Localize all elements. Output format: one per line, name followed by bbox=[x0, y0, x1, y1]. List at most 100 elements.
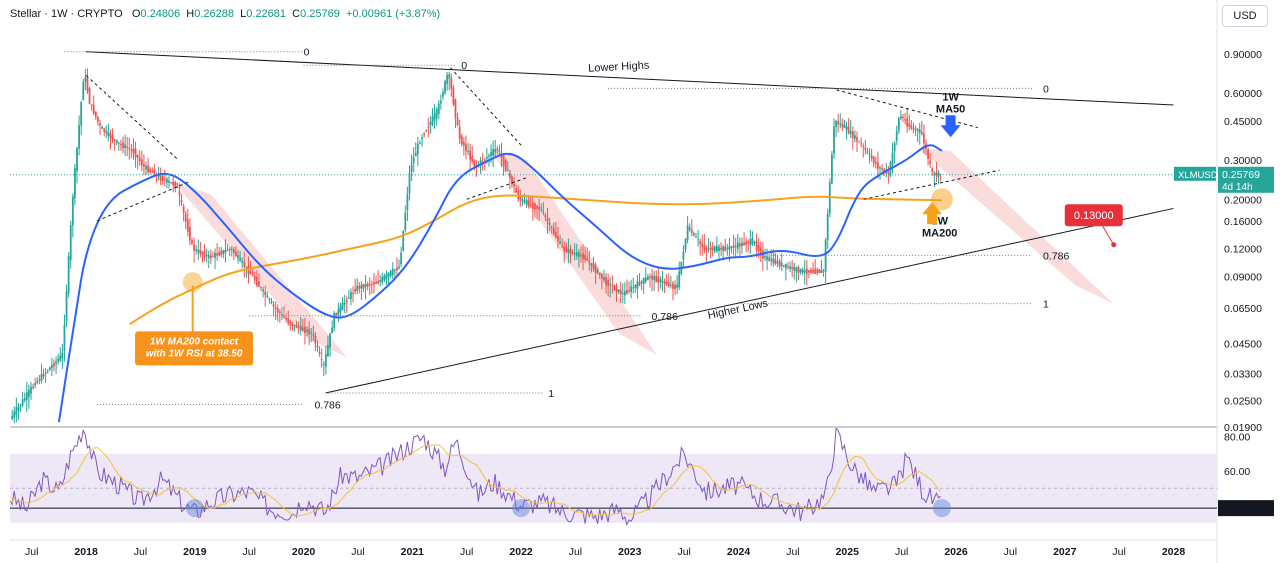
candle-body bbox=[525, 200, 528, 205]
candle-body bbox=[515, 187, 518, 193]
dashed-trend-1 bbox=[85, 75, 179, 161]
candle-body bbox=[308, 328, 311, 335]
rsi-pane[interactable] bbox=[10, 428, 1217, 527]
rsi-ma-line bbox=[10, 443, 941, 517]
candle-body bbox=[728, 245, 731, 251]
candle-body bbox=[199, 249, 202, 255]
candle-body bbox=[661, 280, 664, 283]
time-tick-19: Jul bbox=[1004, 546, 1017, 558]
candle-body bbox=[709, 247, 712, 250]
symbol-badge bbox=[1174, 166, 1216, 181]
price-tick-1: 0.90000 bbox=[1224, 49, 1262, 61]
candle-body bbox=[226, 250, 229, 252]
candle-body bbox=[251, 275, 254, 277]
candle-body bbox=[442, 92, 444, 97]
candle-body bbox=[149, 168, 152, 173]
candle-body bbox=[695, 236, 697, 238]
candle-body bbox=[414, 152, 417, 157]
candle-body bbox=[628, 289, 630, 292]
candle-body bbox=[469, 150, 472, 160]
candle-body bbox=[920, 131, 923, 134]
candle-body bbox=[239, 257, 242, 261]
rsi-tick-2: 60.00 bbox=[1224, 466, 1250, 478]
candle-body bbox=[649, 276, 651, 278]
candle-body bbox=[57, 358, 60, 362]
currency-button[interactable]: USD bbox=[1222, 5, 1268, 27]
candle-body bbox=[485, 156, 488, 159]
candle-body bbox=[801, 269, 804, 274]
candle-body bbox=[699, 241, 702, 244]
candle-body bbox=[249, 270, 252, 275]
candle-body bbox=[174, 181, 177, 188]
candle-body bbox=[370, 283, 373, 285]
candle-body bbox=[46, 370, 49, 372]
candle-body bbox=[732, 245, 735, 249]
candle-body bbox=[467, 150, 469, 152]
candle-body bbox=[636, 281, 639, 289]
candle-body bbox=[908, 123, 911, 127]
candle-body bbox=[291, 322, 294, 327]
candle-body bbox=[92, 104, 95, 114]
candles bbox=[11, 68, 942, 424]
candle-body bbox=[496, 148, 499, 150]
candle-body bbox=[672, 283, 674, 289]
candle-body bbox=[835, 120, 837, 127]
overlay: 0 0.786 1 0 0.786 0 0.786 1 Lower Highs Higher Lo… bbox=[135, 47, 1123, 411]
candle-body bbox=[366, 283, 369, 287]
candle-body bbox=[586, 258, 589, 261]
candle-body bbox=[887, 172, 890, 174]
candle-body bbox=[659, 279, 662, 283]
price-tick-2: 0.60000 bbox=[1224, 88, 1262, 100]
candle-body bbox=[157, 175, 160, 177]
candle-body bbox=[565, 247, 568, 253]
target-label: 0.13000 bbox=[1074, 210, 1114, 222]
candle-body bbox=[153, 169, 156, 177]
candle-body bbox=[289, 320, 292, 326]
time-tick-16: 2025 bbox=[836, 546, 860, 558]
candle-body bbox=[21, 399, 24, 406]
candle-body bbox=[621, 292, 624, 294]
candle-body bbox=[651, 274, 653, 280]
candle-body bbox=[757, 245, 760, 252]
candle-body bbox=[527, 200, 530, 207]
candle-body bbox=[460, 135, 463, 145]
lower-highs-label: Lower Highs bbox=[588, 60, 650, 75]
candle-body bbox=[759, 247, 762, 256]
candle-body bbox=[400, 252, 403, 265]
candle-body bbox=[688, 227, 691, 231]
candle-body bbox=[82, 82, 85, 101]
candle-body bbox=[630, 286, 633, 292]
candle-body bbox=[17, 406, 20, 411]
candle-body bbox=[197, 249, 200, 253]
candle-body bbox=[770, 258, 773, 262]
candle-body bbox=[247, 265, 250, 275]
last-price-label: 0.25769 bbox=[1222, 169, 1260, 181]
time-tick-1: Jul bbox=[25, 546, 38, 558]
candle-body bbox=[653, 276, 656, 280]
candle-body bbox=[456, 117, 459, 126]
higher-lows-label: Higher Lows bbox=[707, 297, 770, 322]
candle-body bbox=[36, 380, 39, 383]
price-pane[interactable] bbox=[10, 0, 1218, 563]
chart-header: Stellar · 1W · CRYPTO O0.24806 H0.26288 … bbox=[10, 8, 440, 20]
candle-body bbox=[483, 159, 486, 161]
candle-body bbox=[32, 386, 34, 388]
candle-body bbox=[53, 363, 55, 367]
candle-body bbox=[552, 228, 555, 234]
candle-body bbox=[910, 125, 913, 129]
candle-body bbox=[745, 241, 748, 245]
candle-body bbox=[820, 269, 823, 273]
candle-body bbox=[776, 261, 779, 264]
candle-body bbox=[613, 284, 616, 291]
candle-body bbox=[686, 225, 689, 241]
ma200-line bbox=[129, 194, 942, 326]
candle-body bbox=[347, 297, 350, 299]
candle-body bbox=[182, 206, 185, 213]
candle-body bbox=[594, 265, 597, 273]
candle-body bbox=[734, 245, 737, 247]
candle-body bbox=[655, 275, 658, 283]
candle-body bbox=[419, 143, 421, 145]
candle-body bbox=[71, 196, 74, 226]
candle-body bbox=[258, 281, 260, 287]
